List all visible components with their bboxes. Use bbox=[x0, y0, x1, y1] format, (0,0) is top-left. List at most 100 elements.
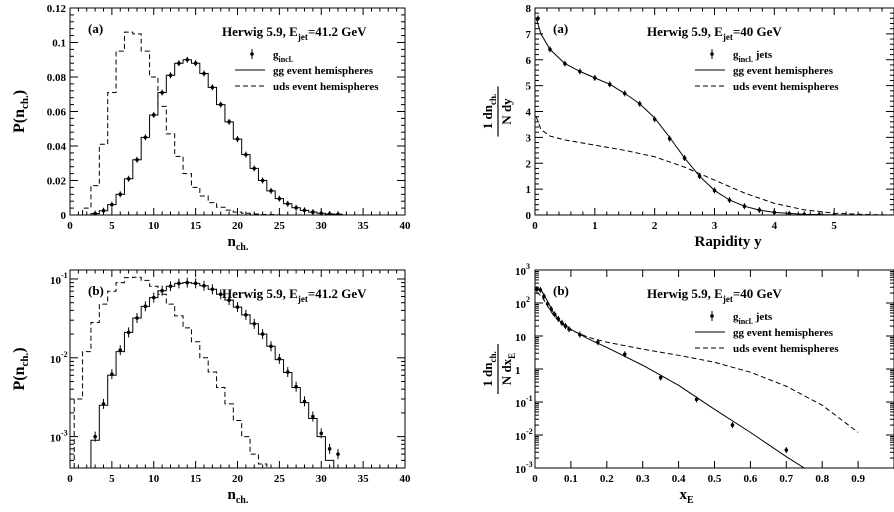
y-tick-label: 10-2 bbox=[50, 350, 68, 366]
x-tick-label: 3 bbox=[712, 220, 718, 232]
y-tick-label: 0.02 bbox=[47, 176, 67, 188]
x-tick-label: 25 bbox=[274, 220, 286, 232]
y-tick-label: 5 bbox=[526, 81, 532, 93]
x-axis-label: nch. bbox=[228, 487, 249, 506]
panel-label: (b) bbox=[553, 283, 569, 298]
x-tick-label: 5 bbox=[109, 473, 115, 485]
plot-area bbox=[82, 31, 343, 215]
gg-curve bbox=[535, 18, 894, 215]
y-label-denominator: N dy bbox=[499, 98, 514, 125]
y-axis-label: 1 dnch. N dy bbox=[480, 86, 514, 137]
chart-panel-br: 0 0.1 0.2 0.3 0.4 0.5 0.6 0.7 0.8 0.910310210110-… bbox=[480, 262, 894, 506]
x-tick-label: 30 bbox=[316, 220, 328, 232]
legend-label: gincl. jets bbox=[733, 311, 773, 326]
legend-label: gg event hemispheres bbox=[733, 327, 834, 339]
data-point bbox=[730, 423, 735, 427]
y-tick-label: 0 bbox=[526, 210, 532, 222]
uds-curve bbox=[535, 292, 859, 433]
x-axis-label: Rapidity y bbox=[695, 234, 763, 250]
y-tick-label: 103 bbox=[515, 262, 530, 278]
legend-label: gincl. jets bbox=[733, 49, 773, 64]
x-tick-label: 40 bbox=[400, 473, 412, 485]
x-tick-label: 40 bbox=[400, 220, 412, 232]
x-tick-label: 4 bbox=[772, 220, 778, 232]
x-tick-label: 0.9 bbox=[851, 473, 865, 485]
x-tick-label: 35 bbox=[358, 220, 370, 232]
y-tick-label: 8 bbox=[526, 3, 532, 15]
x-tick-label: 15 bbox=[190, 473, 202, 485]
data-point bbox=[319, 431, 324, 436]
panel-label: (a) bbox=[88, 21, 103, 36]
x-tick-label: 0.1 bbox=[564, 473, 578, 485]
y-tick-label: 10-3 bbox=[515, 460, 533, 476]
chart-panel-tl: 0 5 10 15 20 25 30 35 40 0 0.02 0.04 0.06 0.08 0.1 0.12… bbox=[11, 3, 411, 253]
data-point bbox=[285, 370, 290, 374]
y-tick-label: 10-1 bbox=[515, 394, 533, 410]
data-point bbox=[658, 375, 663, 380]
legend-label: uds event hemispheres bbox=[273, 81, 379, 93]
y-tick-label: 10-3 bbox=[50, 429, 68, 445]
x-tick-label: 0 bbox=[67, 473, 73, 485]
y-tick-label: 10-1 bbox=[50, 271, 68, 287]
legend-label: gg event hemispheres bbox=[273, 65, 374, 77]
plot-frame bbox=[69, 7, 406, 216]
legend-label: uds event hemispheres bbox=[733, 343, 839, 355]
x-tick-label: 0.5 bbox=[708, 473, 722, 485]
x-tick-label: 25 bbox=[274, 473, 286, 485]
y-tick-label: 1 bbox=[526, 184, 532, 196]
legend-label: gg event hemispheres bbox=[733, 65, 834, 77]
gg-curve bbox=[535, 286, 805, 468]
x-tick-label: 35 bbox=[358, 473, 370, 485]
x-tick-label: 10 bbox=[148, 220, 160, 232]
y-tick-label: 1 bbox=[515, 365, 521, 377]
legend-label: gincl. bbox=[273, 49, 293, 64]
plot-area bbox=[535, 286, 859, 468]
y-tick-label: 10-2 bbox=[515, 427, 533, 443]
x-tick-label: 30 bbox=[316, 473, 328, 485]
y-tick-label: 0.12 bbox=[47, 3, 67, 15]
x-tick-label: 20 bbox=[232, 220, 244, 232]
data-point bbox=[784, 448, 789, 452]
y-tick-label: 6 bbox=[526, 55, 532, 67]
y-label-numerator: 1 dnch. bbox=[480, 94, 498, 129]
x-tick-label: 0 bbox=[532, 220, 538, 232]
chart-title: Herwig 5.9, Ejet=41.2 GeV bbox=[222, 24, 367, 42]
y-tick-label: 3 bbox=[526, 132, 532, 144]
x-tick-label: 15 bbox=[190, 220, 202, 232]
gg-curve bbox=[82, 282, 335, 468]
data-point bbox=[327, 447, 332, 451]
plot-area bbox=[73, 276, 340, 468]
y-label-denominator: N dxE bbox=[499, 353, 517, 385]
y-tick-label: 0.06 bbox=[47, 107, 67, 119]
uds-curve bbox=[535, 116, 894, 215]
panel-label: (a) bbox=[553, 21, 568, 36]
data-point bbox=[311, 414, 315, 419]
y-tick-label: 0.08 bbox=[47, 72, 67, 84]
legend-marker bbox=[250, 52, 254, 56]
x-tick-label: 10 bbox=[148, 473, 160, 485]
uds-curve bbox=[82, 31, 285, 215]
data-point bbox=[536, 16, 540, 21]
data-point bbox=[277, 357, 282, 361]
x-axis-label: nch. bbox=[228, 234, 249, 253]
x-tick-label: 0.3 bbox=[636, 473, 650, 485]
x-tick-label: 1 bbox=[592, 220, 598, 232]
panel-label: (b) bbox=[88, 283, 104, 298]
x-axis-label: xE bbox=[680, 487, 695, 506]
data-point bbox=[336, 452, 340, 456]
x-tick-label: 0.4 bbox=[672, 473, 686, 485]
x-tick-label: 5 bbox=[831, 220, 837, 232]
uds-curve bbox=[73, 276, 276, 468]
plot-area bbox=[535, 15, 894, 215]
y-axis-label: 1 dnch.N dxE bbox=[480, 344, 517, 394]
chart-title: Herwig 5.9, Ejet=40 GeV bbox=[647, 286, 782, 304]
x-tick-label: 0 bbox=[532, 473, 538, 485]
chart-title: Herwig 5.9, Ejet=41.2 GeV bbox=[222, 286, 367, 304]
y-tick-label: 4 bbox=[526, 107, 532, 119]
chart-title: Herwig 5.9, Ejet=40 GeV bbox=[647, 24, 782, 42]
x-tick-label: 0 bbox=[67, 220, 73, 232]
chart-panel-tr: 0 1 2 3 4 5 0 1 2 3 4 5 6 7 8 (a) Herwig 5.9, Ejet=40 Ge… bbox=[480, 3, 894, 250]
data-point bbox=[622, 352, 627, 357]
y-axis-label: P(nch.) bbox=[11, 90, 31, 133]
